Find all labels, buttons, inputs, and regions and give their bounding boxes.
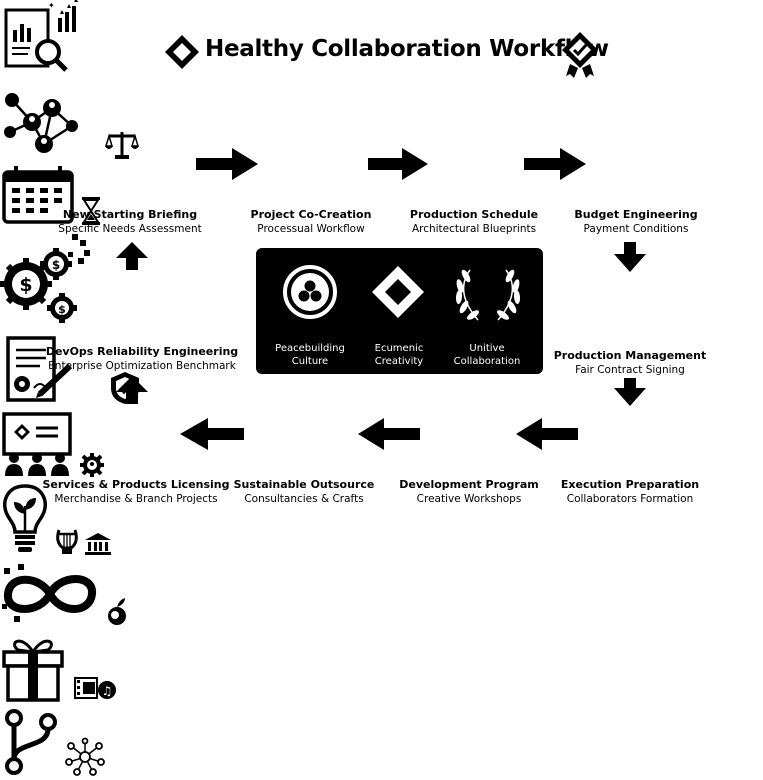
node-subtitle: Fair Contract Signing: [575, 364, 685, 376]
node-subtitle: Architectural Blueprints: [411, 223, 537, 235]
award-badge-icon: [562, 32, 598, 78]
laurel-wreath-icon: [455, 269, 521, 321]
network-people-icon: [4, 93, 78, 153]
svg-text:✦: ✦: [48, 1, 55, 10]
svg-text:♫: ♫: [102, 684, 113, 698]
arrow-right: [368, 148, 428, 180]
node-title: Budget Engineering: [574, 208, 698, 221]
node-title: Sustainable Outsource: [233, 478, 375, 491]
node-title: New Starting Briefing: [62, 208, 198, 221]
presentation-team-icon: [2, 412, 72, 476]
node-subtitle: Specific Needs Assessment: [58, 223, 202, 235]
git-branch-icon: [5, 709, 57, 775]
arrow-right: [524, 148, 586, 180]
calendar-icon: [2, 166, 74, 224]
node-subtitle: Consultancies & Crafts: [244, 493, 364, 505]
hourglass-icon: [82, 197, 101, 225]
header: Healthy Collaboration Workflow: [0, 30, 763, 78]
node-cocreation: Project Co-Creation Processual Workflow: [0, 80, 763, 235]
diamond-logo-icon: [165, 35, 199, 69]
node-title: DevOps Reliability Engineering: [45, 345, 239, 358]
node-title: Execution Preparation: [560, 478, 700, 491]
center-item-line2: Collaboration: [453, 356, 521, 367]
node-title: Services & Products Licensing: [42, 478, 230, 491]
node-subtitle: Enterprise Optimization Benchmark: [48, 360, 236, 372]
network-icon: [65, 737, 105, 776]
arrow-right: [196, 148, 258, 180]
arrow-left: [358, 418, 420, 450]
node-outsource: Sustainable Outsource Consultancies & Cr…: [0, 478, 763, 630]
contract-pen-icon: [6, 336, 73, 402]
node-devops: DevOps Reliability Engineering Enterpris…: [0, 345, 763, 780]
scales-icon: [105, 132, 140, 159]
center-item-line2: Creativity: [374, 356, 424, 367]
node-briefing: ✦ New Starting Briefing Specific Needs A…: [0, 0, 763, 235]
lyre-icon: [56, 529, 78, 554]
center-item-line1: Peacebuilding: [275, 343, 345, 354]
svg-text:$: $: [52, 258, 60, 272]
node-title: Project Co-Creation: [250, 208, 372, 221]
center-item-ecumenic: Ecumenic Creativity: [354, 342, 444, 368]
arrow-left: [180, 418, 244, 450]
center-item-unitive: Unitive Collaboration: [442, 342, 532, 368]
node-subtitle: Creative Workshops: [416, 493, 522, 505]
values-panel: Peacebuilding Culture Ecumenic Creativit…: [256, 248, 543, 374]
center-item-line1: Unitive: [469, 343, 505, 354]
center-item-line2: Culture: [291, 356, 329, 367]
node-licensing: ♫ Services & Products Licensing Merchand…: [0, 478, 763, 708]
infinity-leaf-icon: [2, 564, 96, 622]
node-development: Development Program Creative Workshops: [0, 478, 763, 560]
node-schedule: Production Schedule Architectural Bluepr…: [0, 164, 763, 235]
arrow-up: [116, 376, 148, 404]
center-item-peacebuilding: Peacebuilding Culture: [265, 342, 355, 368]
node-subtitle: Collaborators Formation: [566, 493, 694, 505]
dollar-gears-icon: $ $ $: [0, 234, 90, 323]
apple-icon: [108, 598, 127, 625]
arrow-up: [116, 242, 148, 270]
node-title: Production Schedule: [409, 208, 539, 221]
svg-text:$: $: [19, 274, 32, 296]
center-item-line1: Ecumenic: [374, 343, 424, 354]
arrow-left: [516, 418, 578, 450]
arrow-down: [614, 242, 646, 272]
museum-icon: [85, 533, 112, 555]
gift-box-icon: [2, 639, 64, 702]
node-subtitle: Processual Workflow: [257, 223, 365, 235]
node-subtitle: Payment Conditions: [583, 223, 689, 235]
gear-people-icon: [80, 453, 105, 477]
node-budget: $ $ $ Budget Engineering Payment Conditi…: [0, 208, 763, 330]
arrow-down: [614, 378, 646, 406]
node-title: Development Program: [399, 478, 539, 491]
node-subtitle: Merchandise & Branch Projects: [54, 493, 218, 505]
page-title: Healthy Collaboration Workflow: [205, 36, 609, 62]
ecumenic-diamond-icon: [372, 266, 424, 318]
media-icon: ♫: [74, 677, 117, 699]
node-execution: Execution Preparation Collaborators Form…: [0, 410, 763, 505]
svg-text:$: $: [58, 303, 66, 316]
report-magnifier-icon: ✦: [4, 0, 78, 72]
node-title: Production Management: [553, 349, 707, 362]
peacebuilding-icon: [283, 265, 337, 319]
